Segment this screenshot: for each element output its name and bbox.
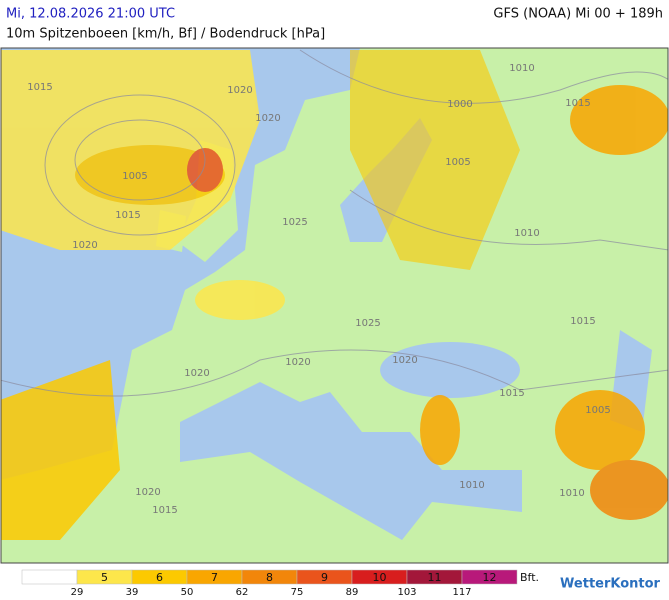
isobar-label: 1000 (447, 99, 472, 110)
isobar-label: 1010 (514, 228, 539, 239)
legend-bft-label: 9 (321, 571, 328, 584)
legend-kmh-label: 89 (346, 587, 359, 598)
mediterranean (180, 382, 522, 540)
logo: WetterKontor (560, 577, 661, 592)
isobar-label: 1025 (355, 318, 380, 329)
isobar-label: 1005 (445, 157, 470, 168)
legend-kmh-label: 62 (236, 587, 249, 598)
legend-kmh-label: 39 (126, 587, 139, 598)
isobar-label: 1010 (509, 63, 534, 74)
legend-bft-label: 6 (156, 571, 163, 584)
subtitle: 10m Spitzenboeen [km/h, Bf] / Bodendruck… (6, 27, 325, 42)
legend-bft-label: 5 (101, 571, 108, 584)
legend-swatch (461, 569, 518, 585)
date-label: Mi, 12.08.2026 21:00 UTC (6, 7, 175, 22)
black-sea (380, 342, 520, 398)
isobar-label: 1015 (499, 388, 524, 399)
model-label: GFS (NOAA) Mi 00 + 189h (493, 7, 663, 22)
legend-kmh-label: 117 (452, 587, 471, 598)
isobar-label: 1020 (72, 240, 97, 251)
isobar-label: 1020 (392, 355, 417, 366)
legend-bft-label: 11 (428, 571, 442, 584)
isobars (1, 49, 668, 397)
isobar-label: 1010 (459, 480, 484, 491)
isobar-label: 1010 (559, 488, 584, 499)
legend-bft-label: 10 (373, 571, 387, 584)
isobar-label: 1015 (565, 98, 590, 109)
legend-bft-label: 12 (483, 571, 497, 584)
isobar-label: 1020 (135, 487, 160, 498)
legend-kmh-label: 103 (397, 587, 416, 598)
legend-swatch (21, 569, 78, 585)
isobar-label: 1020 (255, 113, 280, 124)
isobar-label: 1020 (184, 368, 209, 379)
isobar-label: 1020 (227, 85, 252, 96)
legend-bft-label: 8 (266, 571, 273, 584)
isobar-label: 1005 (585, 405, 610, 416)
isobar-label: 1015 (27, 82, 52, 93)
isobar-label: 1025 (282, 217, 307, 228)
map: 1015 1020 1020 1005 1015 1020 1025 1010 1015 1000… (0, 47, 669, 564)
isobar-label: 1015 (570, 316, 595, 327)
gust-areas (1, 50, 668, 540)
map-frame (0, 47, 669, 564)
isobar-label: 1005 (122, 171, 147, 182)
legend-kmh-label: 29 (71, 587, 84, 598)
legend-unit: Bft. (520, 571, 539, 584)
isobar-label: 1015 (115, 210, 140, 221)
isobar-label: 1015 (152, 505, 177, 516)
legend-kmh-label: 50 (181, 587, 194, 598)
legend-kmh-label: 75 (291, 587, 304, 598)
legend-bft-label: 7 (211, 571, 218, 584)
isobar-label: 1020 (285, 357, 310, 368)
